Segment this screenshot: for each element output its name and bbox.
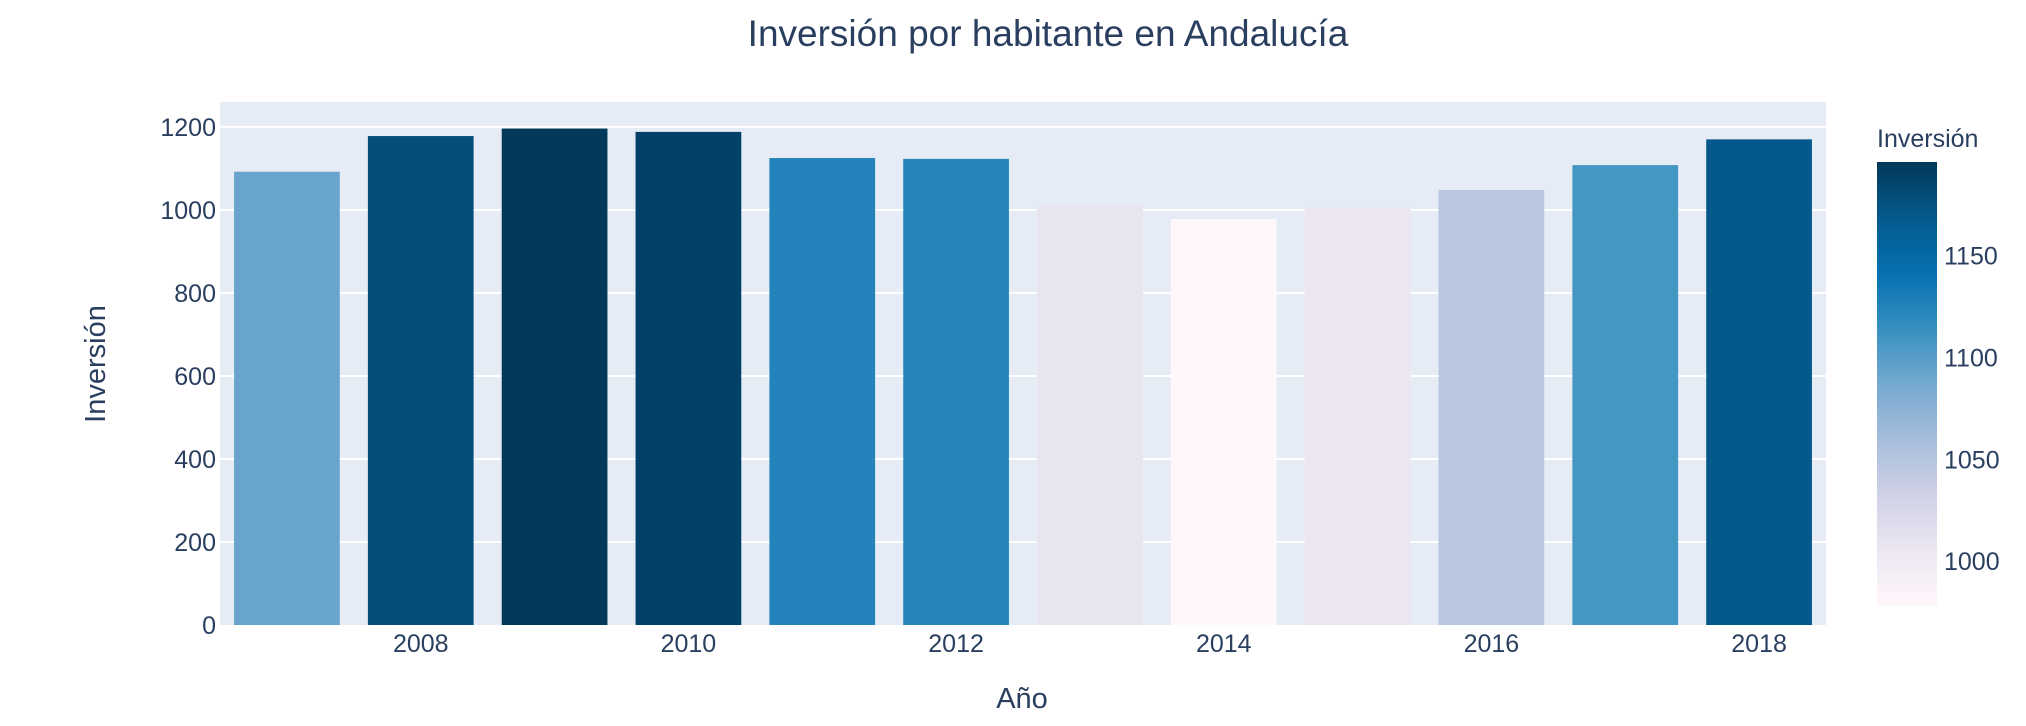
x-tick-label: 2008 — [393, 630, 449, 658]
bar-2018 — [1706, 139, 1812, 625]
x-axis-ticks: 2008 2010 2012 2014 2016 2018 — [393, 630, 1787, 658]
colorbar-ticks: 1000 1050 1100 1150 — [1944, 243, 2000, 577]
bar-2011 — [769, 158, 876, 626]
bar-2015 — [1304, 207, 1411, 625]
gridlines — [220, 125, 1826, 543]
chart-title: Inversión por habitante en Andalucía — [748, 13, 1349, 54]
colorbar — [1877, 162, 1937, 606]
x-tick-label: 2012 — [928, 630, 984, 658]
bar-2008 — [367, 136, 474, 626]
bar-2012 — [903, 158, 1009, 625]
y-tick-label: 0 — [202, 612, 216, 640]
plot-area — [220, 102, 1826, 625]
bar-2016 — [1438, 189, 1545, 625]
bar-2017 — [1572, 165, 1679, 626]
colorbar-tick-label: 1150 — [1944, 243, 1998, 271]
x-tick-label: 2014 — [1196, 630, 1252, 658]
y-tick-label: 600 — [174, 363, 216, 391]
colorbar-title: Inversión — [1877, 125, 1978, 153]
bar-2010 — [635, 131, 742, 625]
y-tick-label: 800 — [174, 280, 216, 308]
colorbar-tick-label: 1100 — [1944, 345, 1998, 373]
x-tick-label: 2016 — [1464, 630, 1520, 658]
bar-2009 — [501, 128, 608, 626]
bar-2014 — [1170, 219, 1277, 626]
colorbar-tick-label: 1050 — [1944, 446, 2000, 474]
y-tick-label: 400 — [174, 446, 216, 474]
y-tick-label: 200 — [174, 529, 216, 557]
x-axis-title: Año — [996, 683, 1048, 715]
y-axis-ticks: 0 200 400 600 800 1000 1200 — [160, 114, 216, 640]
x-tick-label: 2010 — [661, 630, 717, 658]
y-tick-label: 1000 — [160, 197, 216, 225]
bar-2007 — [234, 171, 340, 625]
y-axis-title: Inversión — [80, 305, 112, 423]
x-tick-label: 2018 — [1731, 630, 1787, 658]
bars — [234, 128, 1812, 626]
colorbar-tick-label: 1000 — [1944, 548, 2000, 576]
y-tick-label: 1200 — [160, 114, 216, 142]
bar-2013 — [1037, 206, 1143, 625]
